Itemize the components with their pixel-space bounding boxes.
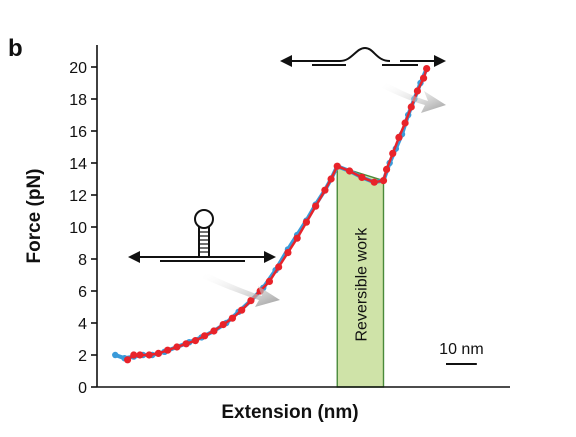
- scale-bar-label: 10 nm: [439, 341, 483, 358]
- y-tick-label: 20: [69, 60, 87, 77]
- data-point-relax: [173, 343, 181, 351]
- data-point-relax: [407, 103, 415, 111]
- data-point-relax: [164, 346, 172, 354]
- reversible-work-label: Reversible work: [353, 227, 370, 342]
- data-layer: [112, 65, 431, 364]
- data-point-relax: [219, 321, 227, 329]
- data-point-relax: [130, 351, 138, 359]
- scale-bar: 10 nm: [439, 341, 484, 365]
- data-point-relax: [345, 167, 354, 175]
- y-tick-label: 10: [69, 220, 87, 237]
- data-point-relax: [154, 349, 163, 357]
- data-point-relax: [145, 351, 153, 359]
- y-axis-label: Force (pN): [24, 169, 45, 264]
- data-point-relax: [293, 234, 301, 242]
- y-tick-label: 16: [69, 124, 87, 141]
- data-point-relax: [123, 356, 132, 364]
- data-point-relax: [395, 133, 403, 141]
- data-point-relax: [312, 202, 320, 210]
- data-point-relax: [136, 351, 144, 359]
- data-point-relax: [419, 74, 428, 82]
- data-point-relax: [201, 332, 209, 340]
- y-tick-label: 14: [69, 156, 87, 173]
- data-point-relax: [389, 149, 397, 157]
- y-tick-label: 6: [78, 284, 87, 301]
- data-point-relax: [182, 340, 190, 348]
- data-point-relax: [302, 218, 311, 226]
- data-point-relax: [379, 177, 388, 185]
- data-point-relax: [413, 87, 422, 95]
- pull-arrow-icon: [202, 82, 446, 307]
- data-point-relax: [358, 173, 366, 181]
- y-tick-label: 12: [69, 188, 87, 205]
- y-tick-labels: 0 2 4 6 8 10 12 14 16 18 20: [69, 60, 87, 397]
- unfolded-ssdna-icon: [280, 46, 446, 67]
- data-point-relax: [327, 175, 335, 183]
- data-point-relax: [370, 178, 378, 186]
- data-point-relax: [228, 314, 237, 322]
- hairpin-icon: [128, 209, 276, 263]
- data-point-relax: [321, 186, 329, 194]
- data-point-relax: [423, 65, 431, 73]
- data-point-relax: [210, 327, 218, 335]
- data-point-relax: [401, 119, 409, 127]
- data-point-relax: [247, 297, 255, 305]
- data-point-relax: [265, 277, 274, 285]
- y-tick-label: 18: [69, 92, 87, 109]
- panel-label: b: [8, 35, 23, 62]
- data-point-relax: [382, 165, 391, 173]
- y-tick-label: 8: [78, 252, 87, 269]
- data-point-relax: [238, 306, 246, 314]
- data-point-relax: [275, 263, 283, 271]
- axes: [91, 45, 510, 388]
- y-tick-label: 4: [78, 316, 87, 333]
- x-axis-label: Extension (nm): [221, 402, 358, 423]
- data-point-relax: [284, 249, 292, 257]
- y-tick-label: 2: [78, 348, 87, 365]
- data-point-stretch: [112, 351, 119, 359]
- y-tick-label: 0: [78, 380, 87, 397]
- data-point-relax: [191, 337, 200, 345]
- data-point-relax: [333, 162, 341, 170]
